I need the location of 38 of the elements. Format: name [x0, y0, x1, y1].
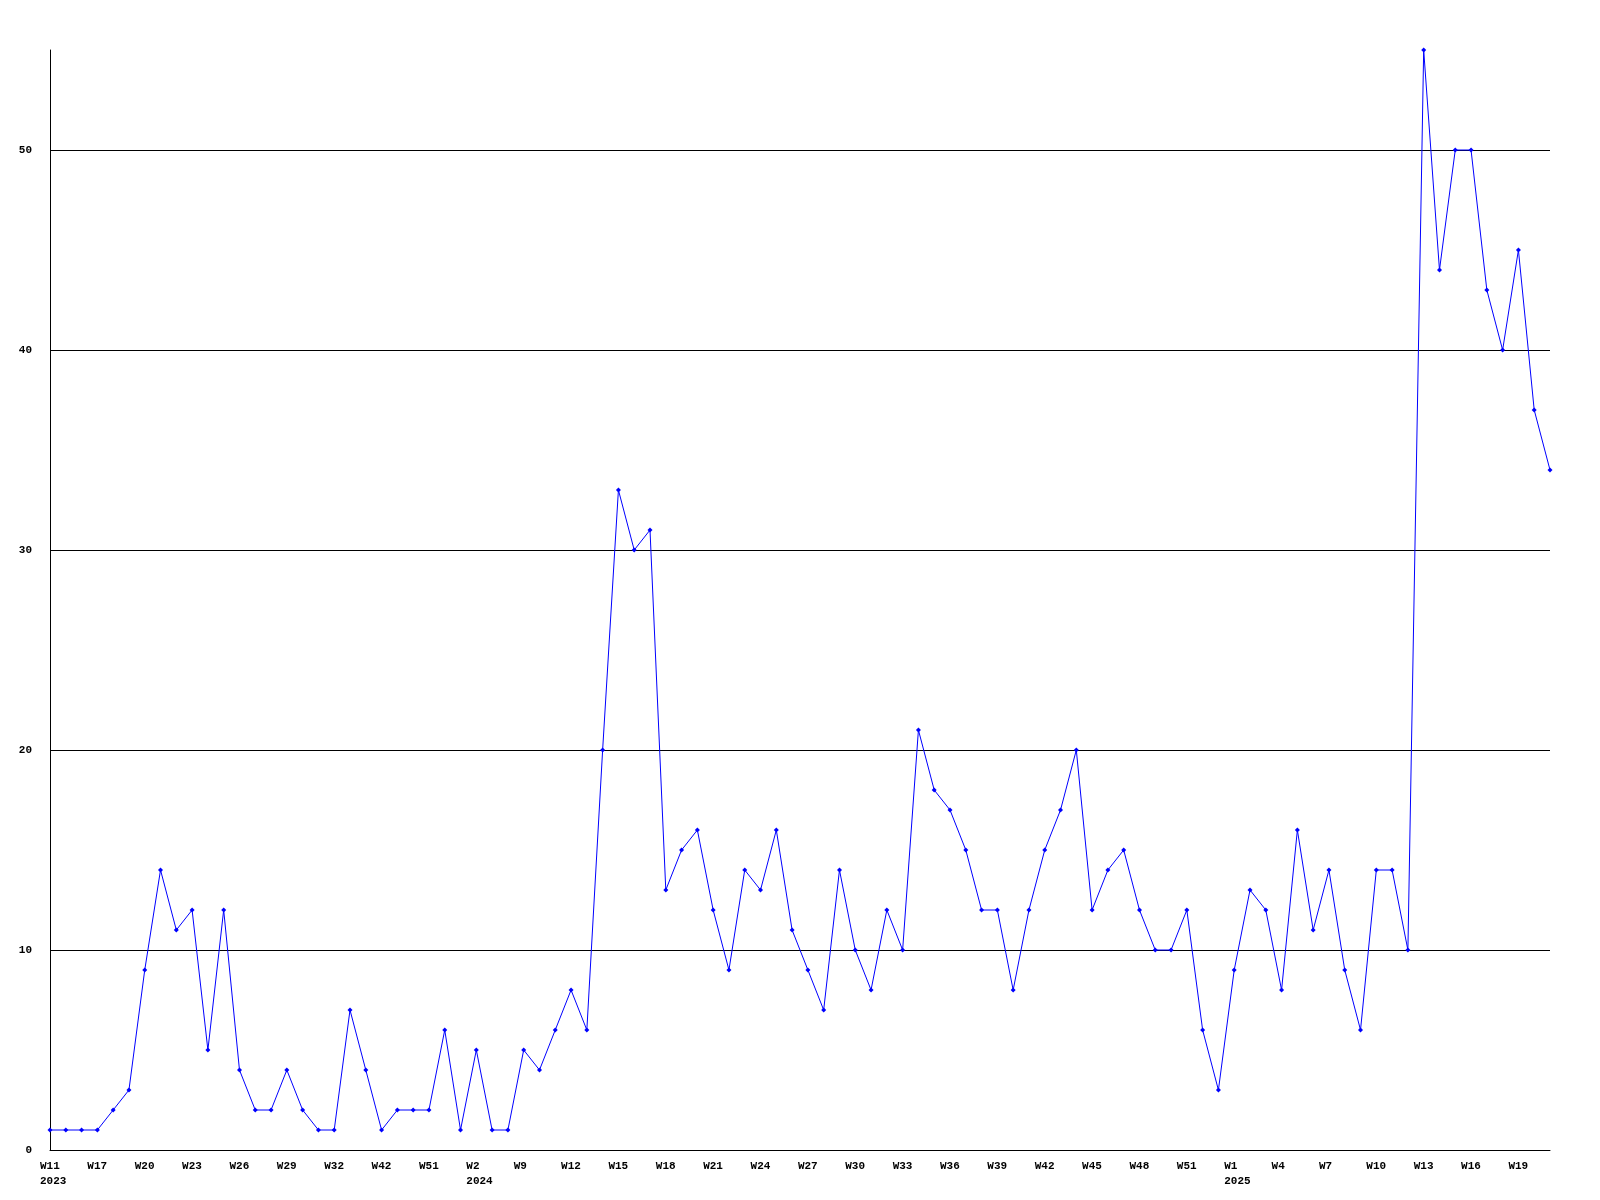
x-tick-label: W27 [797, 1159, 818, 1172]
x-tick-label: W36 [940, 1159, 960, 1172]
x-tick-label: W16 [1461, 1159, 1481, 1172]
x-tick-label: W23 [182, 1159, 203, 1172]
y-tick-label: 30 [18, 544, 32, 556]
x-tick-label: W17 [87, 1159, 108, 1172]
x-tick-label: W18 [655, 1159, 676, 1172]
x-tick-label: W51 [1176, 1159, 1198, 1172]
x-tick-label: W33 [892, 1159, 913, 1172]
x-tick-label: W24 [750, 1159, 771, 1172]
y-tick-label: 50 [18, 144, 32, 156]
y-tick-label: 10 [18, 944, 32, 956]
x-tick-label: W21 [703, 1159, 724, 1172]
x-tick-label: W2 2024 [466, 1159, 494, 1187]
x-tick-label: W13 [1413, 1159, 1434, 1172]
x-tick-label: W4 [1271, 1159, 1286, 1172]
x-tick-label: W32 [324, 1159, 345, 1172]
x-tick-label: W42 [1034, 1159, 1055, 1172]
y-tick-label: 40 [18, 344, 32, 356]
x-tick-label: W30 [845, 1159, 866, 1172]
x-tick-label: W26 [229, 1159, 250, 1172]
y-tick-label: 0 [25, 1144, 32, 1156]
x-tick-label: W1 2025 [1224, 1159, 1252, 1187]
x-tick-label: W7 [1318, 1159, 1333, 1172]
x-tick-label: W20 [134, 1159, 155, 1172]
x-tick-label: W10 [1366, 1159, 1387, 1172]
x-tick-label: W48 [1129, 1159, 1150, 1172]
x-tick-label: W45 [1082, 1159, 1103, 1172]
x-tick-label: W11 2023 [40, 1159, 67, 1187]
y-tick-label: 20 [18, 744, 32, 756]
x-tick-label: W9 [513, 1159, 527, 1172]
x-tick-label: W15 [608, 1159, 629, 1172]
x-tick-label: W29 [276, 1159, 297, 1172]
x-tick-label: W19 [1508, 1159, 1529, 1172]
x-tick-label: W42 [371, 1159, 392, 1172]
x-tick-label: W39 [987, 1159, 1008, 1172]
x-tick-label: W12 [561, 1159, 581, 1172]
x-tick-label: W51 [418, 1159, 440, 1172]
